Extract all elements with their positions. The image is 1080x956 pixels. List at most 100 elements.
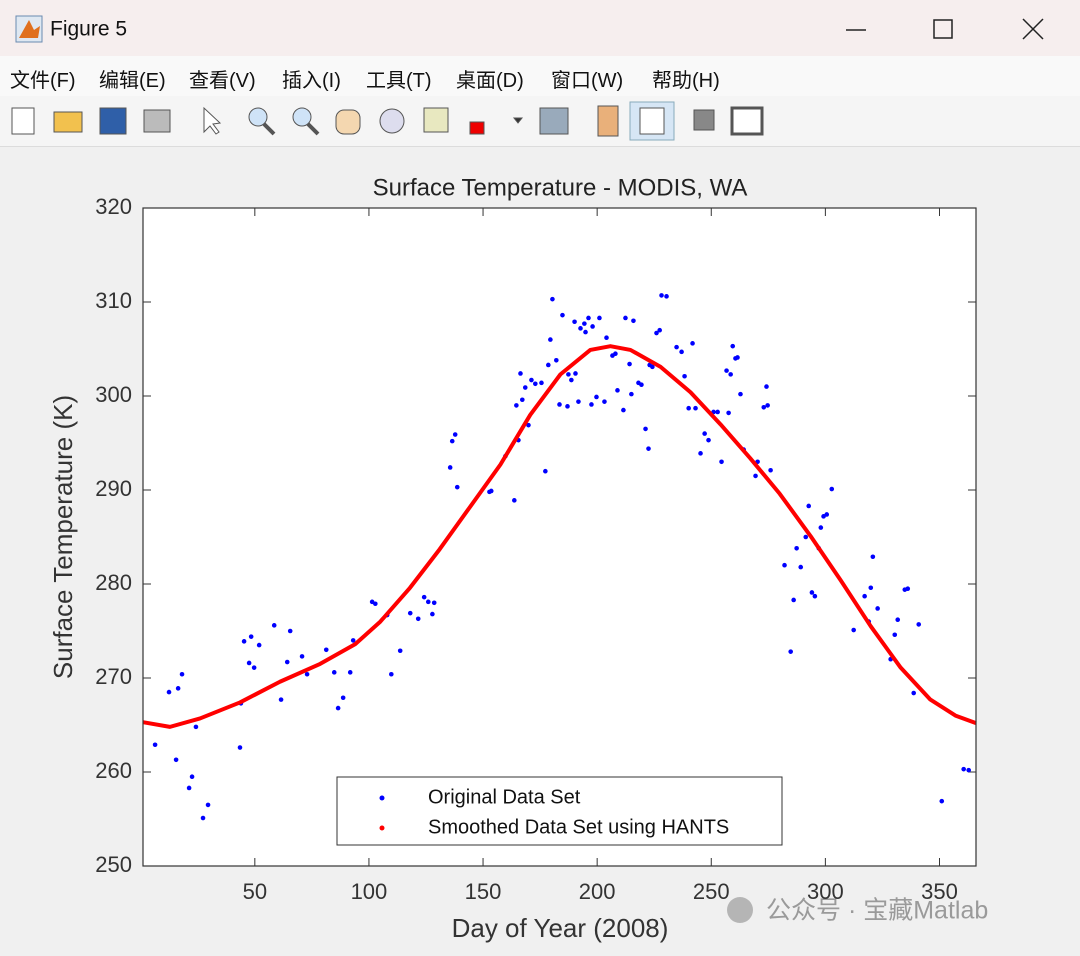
data-point xyxy=(586,315,591,321)
x-tick-label: 50 xyxy=(243,879,267,904)
data-point xyxy=(702,431,707,436)
close-button[interactable] xyxy=(1022,18,1044,40)
data-point xyxy=(576,399,581,404)
data-point xyxy=(602,399,607,404)
data-point xyxy=(829,486,835,492)
data-point xyxy=(657,327,662,333)
data-point xyxy=(764,384,769,389)
legend-label: Original Data Set xyxy=(428,786,581,808)
data-point xyxy=(569,377,574,383)
data-point xyxy=(256,642,262,648)
data-point xyxy=(189,774,195,779)
data-point xyxy=(875,606,880,611)
data-point xyxy=(615,388,620,393)
menu-item[interactable]: 插入(I) xyxy=(282,70,341,92)
data-point xyxy=(788,649,793,654)
data-point xyxy=(389,671,394,677)
data-point xyxy=(806,503,812,509)
data-point xyxy=(284,659,290,665)
data-point xyxy=(604,335,609,341)
data-point xyxy=(639,382,644,388)
data-point xyxy=(812,593,818,599)
data-point xyxy=(794,545,799,551)
menu-item[interactable]: 桌面(D) xyxy=(456,70,524,92)
menu-item[interactable]: 文件(F) xyxy=(10,70,76,92)
data-point xyxy=(870,554,876,560)
data-point xyxy=(905,586,911,591)
data-point xyxy=(166,689,172,695)
data-point xyxy=(629,391,634,397)
data-point xyxy=(643,426,648,432)
data-point xyxy=(335,705,341,711)
data-point xyxy=(550,296,555,302)
data-point xyxy=(251,665,257,670)
watermark-text: 公众号 · 宝藏Matlab xyxy=(766,897,988,925)
data-point xyxy=(939,798,945,804)
data-point xyxy=(539,380,544,386)
data-point xyxy=(529,377,534,383)
maximize-button[interactable] xyxy=(933,19,953,39)
chart-title: Surface Temperature - MODIS, WA xyxy=(373,174,748,201)
data-point xyxy=(761,404,767,410)
data-point xyxy=(803,534,809,540)
data-point xyxy=(715,409,720,415)
x-axis-label: Day of Year (2008) xyxy=(452,913,669,943)
data-point xyxy=(449,438,455,444)
y-tick-label: 270 xyxy=(95,664,132,689)
data-point xyxy=(631,318,636,324)
data-point xyxy=(765,403,770,408)
data-point xyxy=(175,686,181,691)
menu-item[interactable]: 查看(V) xyxy=(189,70,256,92)
menu-item[interactable]: 工具(T) xyxy=(366,70,432,92)
data-point xyxy=(518,371,523,376)
data-point xyxy=(582,321,587,326)
data-point xyxy=(522,385,528,390)
data-point xyxy=(447,465,453,470)
data-point xyxy=(340,695,346,701)
data-point xyxy=(454,484,460,490)
menu-item[interactable]: 窗口(W) xyxy=(551,70,624,92)
data-point xyxy=(248,634,254,639)
data-point xyxy=(179,671,185,677)
y-tick-label: 280 xyxy=(95,570,132,595)
data-point xyxy=(152,742,158,748)
data-point xyxy=(193,724,199,730)
x-tick-label: 150 xyxy=(465,879,502,904)
data-point xyxy=(892,632,898,638)
data-point xyxy=(246,660,252,666)
data-point xyxy=(719,459,724,465)
data-point xyxy=(287,628,293,634)
data-point xyxy=(173,757,179,763)
data-point xyxy=(682,373,687,379)
data-point xyxy=(512,498,517,503)
data-point xyxy=(560,312,565,318)
data-point xyxy=(554,357,559,363)
legend-box xyxy=(336,776,783,846)
data-point xyxy=(347,670,353,675)
data-point xyxy=(578,326,583,331)
data-point xyxy=(650,364,655,370)
data-point xyxy=(654,330,659,336)
data-point xyxy=(237,745,243,750)
data-point xyxy=(659,293,664,298)
data-point xyxy=(488,488,494,494)
data-point xyxy=(862,593,867,599)
data-point xyxy=(728,372,733,377)
data-point xyxy=(690,341,695,346)
data-point xyxy=(646,446,651,451)
menu-item[interactable]: 帮助(H) xyxy=(652,70,720,92)
data-point xyxy=(565,404,570,409)
x-tick-label: 200 xyxy=(579,879,616,904)
data-point xyxy=(768,467,773,473)
x-tick-label: 250 xyxy=(693,879,730,904)
watermark-icon xyxy=(727,897,753,923)
menu-item[interactable]: 编辑(E) xyxy=(99,70,166,92)
data-point xyxy=(868,585,874,591)
data-point xyxy=(693,405,698,411)
toolbar-buttons[interactable] xyxy=(11,101,764,141)
data-point xyxy=(546,362,551,368)
y-tick-label: 300 xyxy=(95,382,132,407)
data-point xyxy=(597,315,602,321)
app-icon-logo xyxy=(19,20,40,38)
